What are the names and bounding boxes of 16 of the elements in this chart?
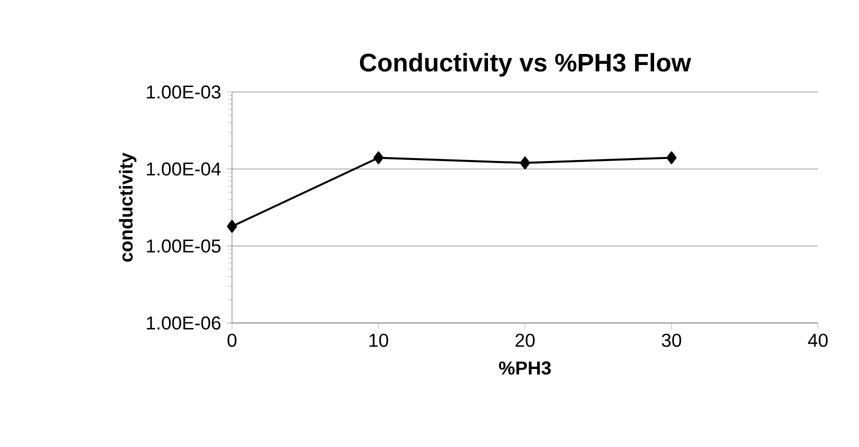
y-tick-label: 1.00E-03 <box>146 85 220 99</box>
y-tick-label: 1.00E-04 <box>146 162 221 176</box>
x-tick-label: 40 <box>808 334 828 347</box>
x-tick-label: 10 <box>370 334 388 347</box>
point <box>666 151 677 164</box>
point <box>374 151 384 164</box>
chart-title: Conductivity vs %PH3 Flow <box>360 53 692 77</box>
y-axis-title: conductivity <box>118 152 136 262</box>
x-tick-label: 0 <box>228 334 236 347</box>
point <box>520 156 530 170</box>
point <box>227 220 238 233</box>
x-tick-label: 30 <box>662 334 682 347</box>
x-axis-title: %PH3 <box>499 361 551 375</box>
x-tick-label: 20 <box>516 334 535 347</box>
y-tick-label: 1.00E-05 <box>146 239 220 253</box>
y-tick-label: 1.00E-06 <box>146 316 220 330</box>
